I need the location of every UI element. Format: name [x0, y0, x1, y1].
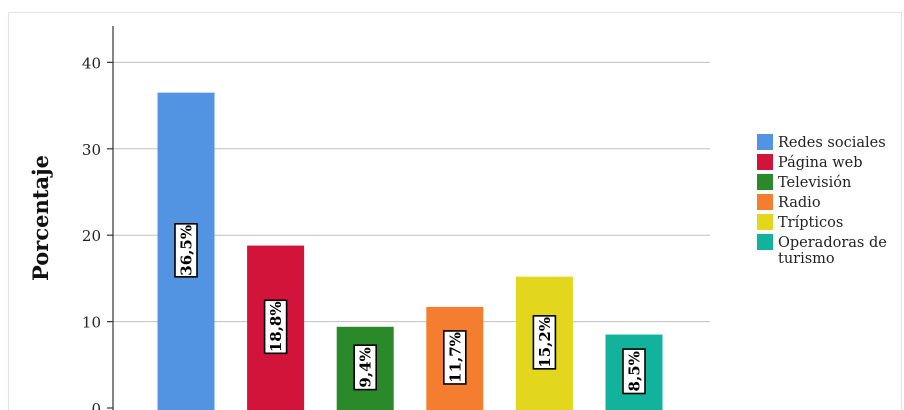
data-label-5: 15,2%	[532, 315, 557, 370]
data-label-text: 15,2%	[536, 317, 554, 368]
legend-item-2: Página web	[757, 154, 863, 171]
legend-swatch	[757, 214, 773, 230]
y-axis-title: Porcentaje	[28, 155, 53, 281]
legend-label: Redes sociales	[778, 135, 886, 151]
data-label-box	[263, 299, 288, 355]
axes: 0 10 20 30 40 Porcentaje	[28, 26, 114, 410]
bars	[157, 92, 663, 410]
legend-label: Trípticos	[778, 215, 843, 231]
data-label-2: 18,8%	[263, 299, 288, 355]
y-tick-label-0: 0	[91, 400, 101, 410]
data-label-4: 11,7%	[442, 330, 467, 385]
data-label-text: 9,4%	[357, 347, 375, 387]
data-label-box	[442, 330, 467, 385]
legend: Redes sociales Página web Televisión Radio T…	[757, 134, 887, 267]
legend-item-3: Televisión	[757, 174, 851, 191]
data-label-box	[353, 344, 378, 391]
y-tick-label-40: 40	[82, 54, 101, 72]
legend-swatch	[757, 194, 773, 210]
chart-border	[8, 12, 902, 410]
legend-label: Operadoras de	[778, 235, 887, 251]
y-tick-label-20: 20	[82, 227, 101, 245]
legend-item-4: Radio	[757, 194, 821, 211]
legend-label: Radio	[778, 195, 821, 211]
data-label-box	[174, 223, 198, 278]
legend-swatch	[757, 174, 773, 190]
y-tick-label-10: 10	[82, 314, 101, 332]
y-tick-label-30: 30	[82, 141, 101, 159]
legend-label: turismo	[778, 251, 835, 267]
chart-frame	[8, 12, 902, 410]
data-label-text: 8,5%	[626, 351, 644, 391]
data-label-1: 36,5%	[174, 223, 198, 278]
data-label-3: 9,4%	[353, 344, 378, 391]
legend-item-5: Trípticos	[757, 214, 843, 231]
data-label-text: 36,5%	[178, 225, 196, 276]
legend-swatch	[757, 134, 773, 150]
data-labels: 36,5% 18,8% 9,4% 11,7% 15,2% 8,5%	[174, 223, 646, 395]
legend-label: Página web	[778, 155, 863, 171]
data-label-6: 8,5%	[622, 348, 646, 395]
data-label-text: 11,7%	[446, 332, 464, 383]
data-label-box	[622, 348, 646, 395]
data-label-box	[532, 315, 557, 370]
legend-item-1: Redes sociales	[757, 134, 886, 151]
legend-swatch	[757, 154, 773, 170]
legend-label: Televisión	[778, 175, 851, 191]
legend-swatch	[757, 234, 773, 250]
data-label-text: 18,8%	[267, 301, 285, 352]
